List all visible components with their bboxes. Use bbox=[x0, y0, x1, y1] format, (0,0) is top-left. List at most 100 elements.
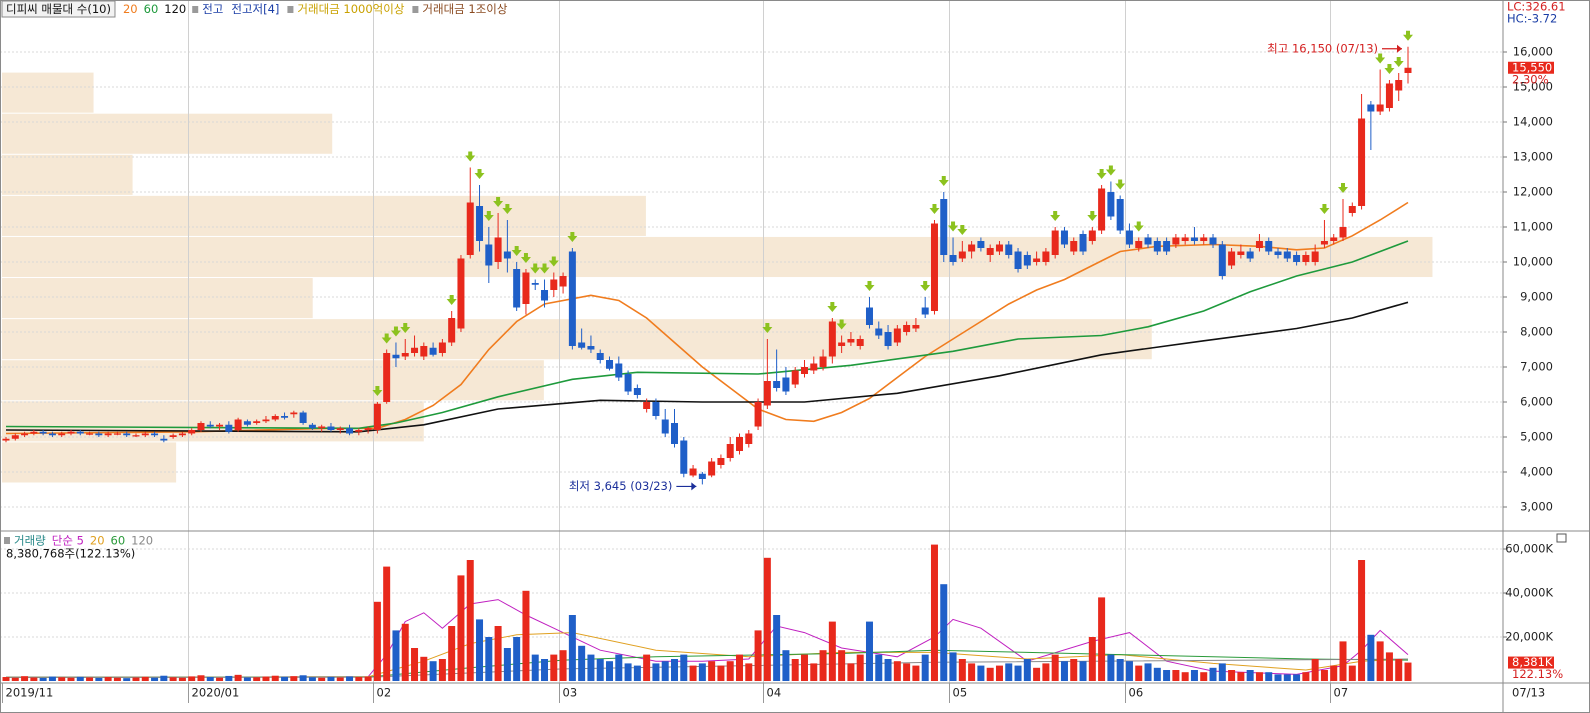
signal-arrow bbox=[372, 386, 383, 396]
volume-bar bbox=[271, 675, 279, 681]
volume-profile-bar bbox=[2, 319, 1152, 360]
volume-bar bbox=[1125, 661, 1133, 681]
candle-body bbox=[503, 251, 511, 259]
y-tick-label: 11,000 bbox=[1513, 220, 1553, 234]
volume-bar bbox=[494, 626, 502, 681]
pane-button bbox=[1556, 533, 1567, 543]
volume-bar bbox=[578, 645, 586, 681]
volume-bar bbox=[401, 623, 409, 681]
candle-body bbox=[234, 419, 242, 430]
candle-body bbox=[392, 354, 400, 359]
candle-body bbox=[169, 435, 177, 437]
candle-body bbox=[754, 402, 762, 427]
candle-body bbox=[1042, 251, 1050, 262]
candle-body bbox=[346, 428, 354, 434]
candle-body bbox=[151, 433, 159, 436]
candle-body bbox=[11, 435, 19, 439]
candle-body bbox=[438, 342, 446, 353]
candle-body bbox=[838, 342, 846, 346]
signal-arrow bbox=[530, 263, 541, 274]
volume-bar bbox=[1246, 670, 1254, 681]
candle-body bbox=[373, 403, 381, 430]
candle-body bbox=[940, 199, 948, 255]
volume-bar bbox=[1070, 659, 1078, 681]
volume-bar bbox=[48, 676, 56, 681]
candle-body bbox=[847, 339, 855, 343]
volume-bar bbox=[1042, 663, 1050, 681]
signal-arrow bbox=[1115, 179, 1126, 190]
volume-bar bbox=[1330, 665, 1338, 681]
candle-body bbox=[253, 421, 261, 423]
candle-body bbox=[1246, 251, 1254, 259]
candle-body bbox=[364, 428, 372, 430]
y-tick-label: 16,000 bbox=[1513, 45, 1553, 59]
volume-profile-bar bbox=[2, 278, 313, 319]
candle-body bbox=[633, 388, 641, 395]
candle-body bbox=[606, 360, 614, 369]
volume-bar bbox=[615, 654, 623, 681]
change-label: 2.30% bbox=[1512, 72, 1549, 86]
volume-bar bbox=[949, 652, 957, 681]
candle-body bbox=[912, 325, 920, 329]
volume-bar bbox=[123, 678, 131, 681]
signal-arrow bbox=[827, 302, 838, 312]
volume-bar bbox=[58, 677, 66, 681]
x-tick-label: 2019/11 bbox=[6, 686, 54, 700]
volume-bar bbox=[1209, 667, 1217, 681]
volume-bar bbox=[1302, 672, 1310, 681]
volume-bar bbox=[930, 544, 938, 681]
volume-bar bbox=[243, 677, 251, 681]
legend-entry: 전고저[4] bbox=[231, 2, 279, 16]
candle-body bbox=[1376, 104, 1384, 112]
candle-body bbox=[782, 377, 790, 392]
candle-body bbox=[828, 321, 836, 357]
volume-bar bbox=[104, 677, 112, 681]
signal-arrow bbox=[493, 197, 504, 207]
signal-arrow bbox=[762, 323, 773, 333]
candle-body bbox=[1228, 251, 1236, 266]
candle-body bbox=[596, 353, 604, 360]
volume-bar bbox=[411, 648, 419, 681]
candle-body bbox=[726, 444, 734, 458]
volume-bar bbox=[1367, 634, 1375, 681]
candle-body bbox=[448, 318, 456, 343]
volume-bar bbox=[420, 656, 428, 681]
y-tick-label: 20,000K bbox=[1505, 630, 1553, 644]
candle-body bbox=[76, 431, 84, 434]
legend-entry: 120 bbox=[131, 534, 153, 548]
legend-entry: 60 bbox=[144, 2, 159, 16]
signal-arrow bbox=[511, 246, 522, 256]
legend-entry: 단순 5 bbox=[52, 534, 84, 548]
volume-bar bbox=[680, 654, 688, 681]
candle-body bbox=[1070, 241, 1078, 252]
volume-bar bbox=[1060, 661, 1068, 681]
volume-bar bbox=[253, 677, 261, 681]
signal-arrow bbox=[381, 333, 392, 344]
signal-arrow bbox=[1096, 169, 1107, 179]
volume-bar bbox=[940, 584, 948, 681]
legend-entry: 60 bbox=[111, 534, 126, 548]
candle-body bbox=[930, 223, 938, 311]
candle-body bbox=[568, 251, 576, 346]
candle-body bbox=[1014, 251, 1022, 269]
candle-body bbox=[1023, 255, 1031, 266]
volume-bar bbox=[336, 677, 344, 681]
candle-body bbox=[893, 328, 901, 343]
last-price-box bbox=[1508, 61, 1554, 74]
candle-body bbox=[903, 325, 911, 332]
signal-arrow bbox=[539, 263, 550, 274]
candle-body bbox=[160, 438, 168, 441]
volume-bar bbox=[810, 663, 818, 681]
volume-bar bbox=[773, 615, 781, 681]
candle-body bbox=[1079, 234, 1087, 252]
candle-body bbox=[1348, 206, 1356, 213]
candle-body bbox=[485, 244, 493, 266]
hc-label: HC:-3.72 bbox=[1507, 12, 1557, 26]
candle-body bbox=[457, 258, 465, 329]
candle-body bbox=[1311, 251, 1319, 262]
candle-body bbox=[67, 431, 75, 434]
volume-bar bbox=[1181, 672, 1189, 681]
candle-body bbox=[197, 423, 205, 430]
volume-bar bbox=[1098, 597, 1106, 681]
volume-bar bbox=[383, 566, 391, 681]
